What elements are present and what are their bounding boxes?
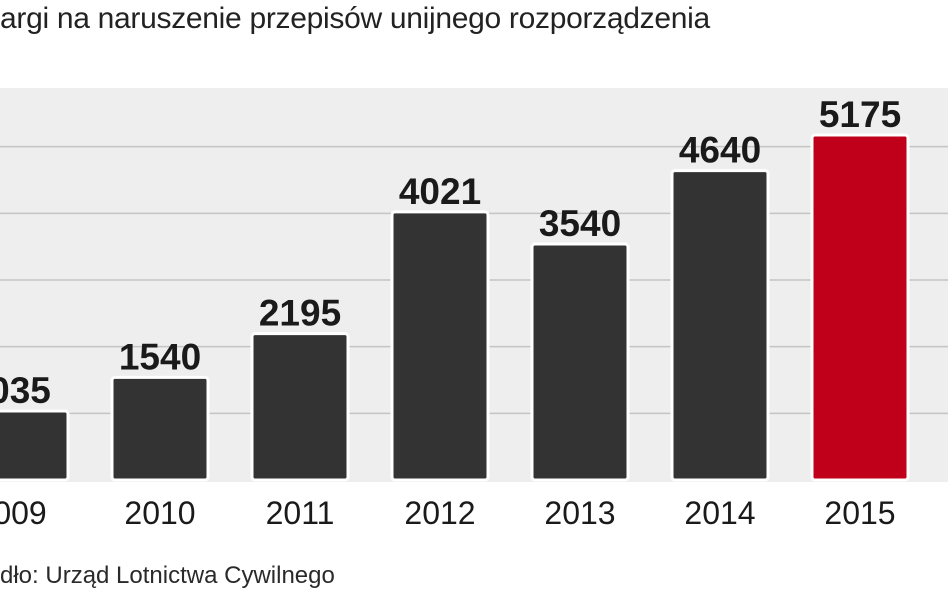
bar	[530, 242, 630, 482]
source-note: dło: Urząd Lotnictwa Cywilnego	[0, 562, 335, 589]
bars	[0, 133, 910, 482]
bar	[670, 169, 770, 482]
value-labels: 035 1540 2195 4021 3540 4640 5175	[0, 94, 901, 411]
x-tick-label: 2015	[824, 495, 895, 531]
bar	[0, 409, 70, 482]
value-label: 3540	[539, 203, 621, 244]
x-axis-tick-labels: 009 2010 2011 2012 2013 2014 2015	[0, 495, 896, 531]
x-tick-label: 009	[0, 495, 47, 531]
value-label: 4021	[399, 171, 481, 212]
chart-title: argi na naruszenie przepisów unijnego ro…	[0, 2, 710, 35]
bar	[110, 375, 210, 482]
value-label: 5175	[819, 94, 901, 135]
x-tick-label: 2014	[684, 495, 755, 531]
x-tick-label: 2012	[404, 495, 475, 531]
x-tick-label: 2013	[544, 495, 615, 531]
bar	[810, 133, 910, 482]
value-label: 4640	[679, 130, 761, 171]
x-tick-label: 2011	[266, 495, 335, 531]
bar	[390, 210, 490, 482]
value-label: 2195	[259, 293, 341, 334]
value-label: 1540	[119, 336, 201, 377]
x-tick-label: 2010	[124, 495, 195, 531]
value-label: 035	[0, 370, 51, 411]
bar	[250, 332, 350, 482]
